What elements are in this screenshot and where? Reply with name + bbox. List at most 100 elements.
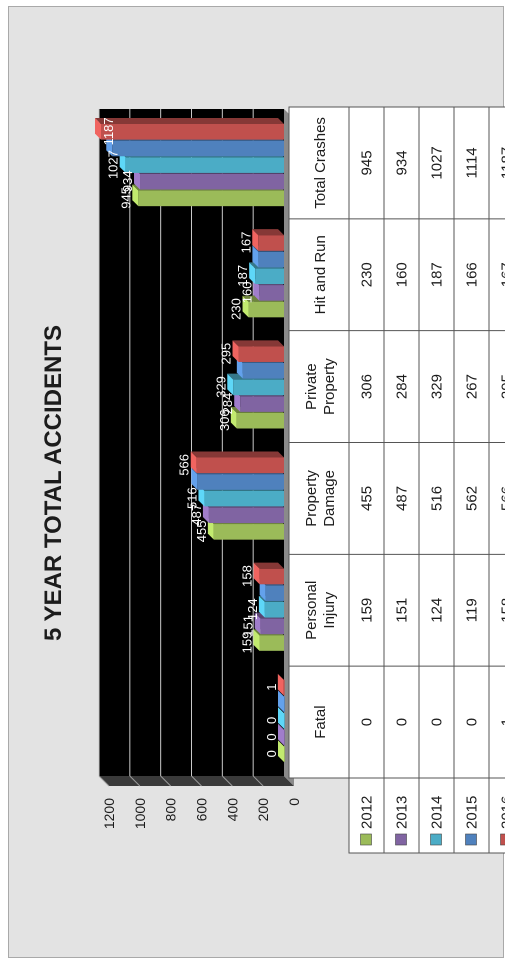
data-label: 167	[238, 232, 253, 254]
bar	[233, 379, 284, 396]
gridline-depth	[191, 775, 202, 787]
table-cell: 1114	[464, 147, 481, 178]
table-cell: 151	[394, 598, 411, 623]
data-label: 945	[118, 187, 133, 209]
bar	[213, 524, 285, 540]
data-label: 0	[264, 733, 279, 740]
bar-side	[232, 340, 284, 347]
legend-swatch	[395, 833, 407, 846]
gridline-depth	[160, 775, 172, 787]
table-cell: 1	[499, 718, 506, 726]
table-header-line1: Private	[303, 363, 320, 410]
bar-top	[253, 279, 260, 301]
bar-top	[253, 562, 260, 585]
data-label: 487	[189, 504, 204, 526]
bar-top	[232, 340, 239, 362]
gridline-depth	[98, 775, 110, 787]
gridline-depth	[252, 775, 264, 787]
chart-rotated-canvas: 5 YEAR TOTAL ACCIDENTS 0 200 400 600 800 1000 1…	[9, 7, 505, 959]
data-label: 230	[229, 298, 244, 320]
gridline-depth	[129, 775, 141, 787]
bar-top	[132, 184, 139, 207]
table-cell: 0	[359, 718, 376, 726]
bar	[259, 568, 284, 585]
table-cell: 455	[359, 486, 376, 511]
bar-top	[106, 134, 113, 157]
bar	[101, 124, 284, 140]
bar	[284, 696, 285, 713]
bar-top	[253, 629, 260, 651]
bar	[260, 618, 285, 635]
bar	[240, 396, 284, 412]
bar	[259, 635, 285, 651]
data-label: 329	[213, 376, 228, 398]
bar-top	[254, 612, 261, 635]
legend-label: 2014	[429, 796, 446, 829]
bar-side	[190, 451, 284, 458]
chart-title: 5 YEAR TOTAL ACCIDENTS	[40, 325, 67, 641]
data-label: 158	[240, 565, 255, 587]
bar-top	[259, 579, 266, 601]
legend-label: 2015	[464, 796, 481, 829]
data-label: 516	[184, 487, 199, 509]
bar	[284, 729, 285, 746]
table-cell: 1187	[499, 147, 506, 179]
y-tick-label: 200	[255, 798, 271, 822]
table-cell: 167	[499, 262, 506, 287]
table-header-line2: Property	[321, 358, 338, 415]
y-tick-label: 800	[163, 798, 179, 822]
bar-top	[227, 373, 234, 396]
bar-top	[207, 518, 214, 540]
bar	[284, 713, 285, 729]
bar-top	[191, 468, 198, 490]
table-cell: 516	[429, 486, 446, 511]
table-cell: 166	[464, 262, 481, 287]
table-cell: 0	[464, 718, 481, 726]
bar	[238, 346, 284, 362]
table-cell: 159	[359, 598, 376, 623]
bar	[259, 285, 284, 301]
bar-top	[278, 740, 284, 762]
data-label: 151	[241, 615, 256, 637]
table-cell: 295	[499, 374, 506, 399]
chart: 5 YEAR TOTAL ACCIDENTS020040060080010001…	[40, 106, 506, 854]
y-tick-label: 600	[194, 798, 210, 822]
data-label: 0	[264, 717, 279, 724]
table-header: Total Crashes	[312, 117, 329, 209]
table-cell: 329	[429, 374, 446, 399]
table-cell: 562	[464, 486, 481, 511]
data-label: 1	[264, 684, 279, 691]
bar	[236, 412, 284, 429]
bar	[284, 746, 285, 762]
bar	[283, 679, 285, 696]
table-cell: 230	[359, 262, 376, 287]
table-header-line1: Property	[303, 470, 320, 527]
bar-top	[258, 595, 265, 618]
table-cell: 1027	[429, 146, 446, 179]
table-cell: 160	[394, 262, 411, 287]
data-label: 306	[217, 409, 232, 431]
bar	[258, 235, 284, 251]
bar	[204, 490, 284, 507]
legend-swatch	[360, 833, 372, 846]
bar-top	[234, 390, 241, 412]
bar	[264, 601, 284, 618]
bar-top	[252, 245, 259, 268]
y-tick-label: 1000	[132, 798, 148, 829]
table-cell: 119	[464, 598, 481, 622]
bar-top	[236, 356, 243, 379]
table-header: Fatal	[312, 705, 329, 738]
legend-swatch	[465, 833, 477, 846]
bar	[140, 173, 284, 190]
y-tick-label: 0	[286, 798, 302, 806]
bar	[112, 140, 284, 157]
table-cell: 158	[499, 598, 506, 623]
legend-label: 2012	[359, 796, 376, 829]
bar-top	[230, 406, 237, 429]
table-cell: 934	[394, 150, 411, 175]
table-cell: 945	[359, 150, 376, 175]
y-tick-label: 1200	[101, 798, 117, 829]
table-cell: 284	[394, 374, 411, 399]
data-label: 0	[264, 750, 279, 757]
bar-top	[252, 229, 259, 251]
